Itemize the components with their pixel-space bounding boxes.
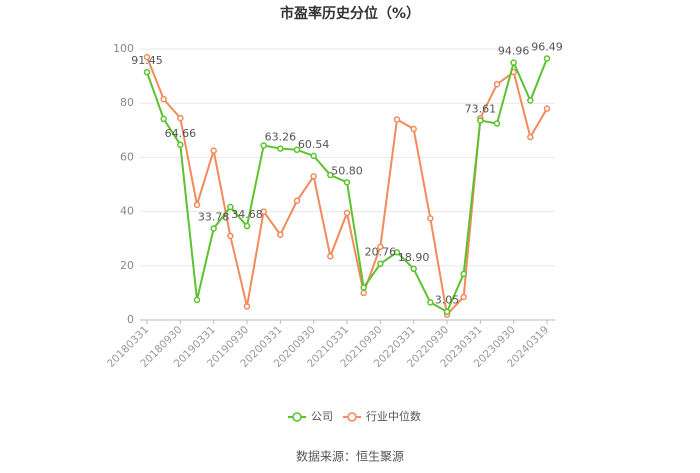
point xyxy=(160,95,167,103)
point xyxy=(177,141,184,149)
y-tick-label: 40 xyxy=(120,205,134,218)
point xyxy=(377,243,384,251)
point xyxy=(260,208,267,215)
y-tick-label: 100 xyxy=(113,42,134,55)
point xyxy=(543,105,551,112)
data-label: 91.45 xyxy=(131,54,163,67)
y-tick-label: 0 xyxy=(127,313,134,326)
point xyxy=(410,265,417,273)
point xyxy=(527,97,534,104)
chart-title: 市盈率历史分位（%） xyxy=(280,5,420,22)
point xyxy=(477,117,484,124)
point xyxy=(427,299,434,306)
data-label: 34.68 xyxy=(231,208,263,221)
legend-marker xyxy=(292,412,302,422)
legend-marker xyxy=(347,412,357,422)
point xyxy=(427,215,434,222)
point xyxy=(227,203,234,211)
point xyxy=(160,115,167,123)
point xyxy=(277,231,284,238)
point xyxy=(360,289,367,297)
point xyxy=(377,260,384,267)
point xyxy=(310,152,317,160)
point xyxy=(227,232,234,240)
source: 数据来源：恒生聚源 xyxy=(296,449,404,464)
point xyxy=(327,253,334,260)
point xyxy=(410,125,417,133)
point xyxy=(193,201,201,209)
point xyxy=(193,296,201,304)
point xyxy=(543,55,551,62)
legend-label: 公司 xyxy=(311,410,333,423)
data-label: 18.90 xyxy=(398,251,430,264)
point xyxy=(443,308,451,315)
data-label: 50.80 xyxy=(331,164,363,177)
point xyxy=(210,147,217,154)
point xyxy=(143,53,151,61)
point xyxy=(143,68,151,76)
point xyxy=(277,145,284,152)
point xyxy=(510,59,517,66)
data-label: 73.61 xyxy=(465,103,497,116)
point xyxy=(343,209,351,217)
point xyxy=(360,284,367,291)
data-label: 3.05 xyxy=(435,294,460,307)
point xyxy=(460,270,467,278)
point xyxy=(460,293,467,301)
point xyxy=(393,116,401,123)
data-label: 94.96 xyxy=(498,45,530,58)
point xyxy=(243,303,251,310)
legend-label: 行业中位数 xyxy=(366,409,421,423)
point xyxy=(393,249,401,256)
point xyxy=(327,171,334,179)
point xyxy=(210,225,217,232)
point xyxy=(260,142,267,149)
point xyxy=(293,197,301,205)
data-label: 63.26 xyxy=(265,131,297,144)
point xyxy=(343,179,351,186)
data-label: 96.49 xyxy=(531,41,563,54)
point xyxy=(493,80,501,88)
data-label: 64.66 xyxy=(165,127,197,140)
point xyxy=(293,146,301,154)
point xyxy=(310,173,317,180)
data-label: 33.78 xyxy=(198,210,230,223)
point xyxy=(527,133,534,141)
y-tick-label: 20 xyxy=(120,259,134,272)
point xyxy=(177,114,184,122)
point xyxy=(243,222,251,230)
point xyxy=(493,120,501,127)
y-tick-label: 80 xyxy=(120,96,134,109)
y-tick-label: 60 xyxy=(120,150,134,163)
data-label: 20.76 xyxy=(365,246,397,259)
data-label: 60.54 xyxy=(298,138,330,151)
